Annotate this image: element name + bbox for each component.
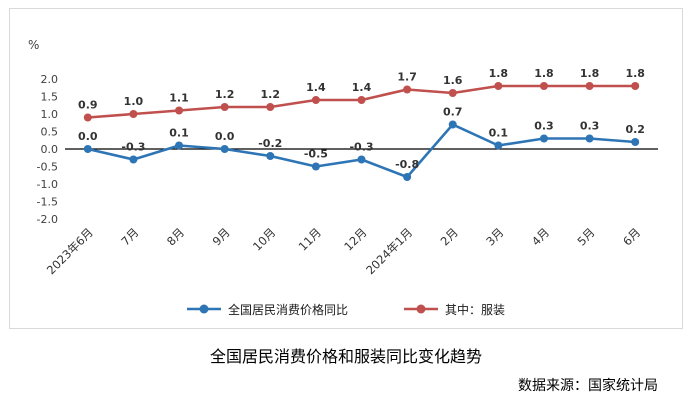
data-source: 数据来源：国家统计局 [518, 378, 658, 394]
y-axis-unit-label: % [28, 38, 39, 52]
data-point-marker [448, 89, 457, 97]
chart-area: 2.0 1.5 1.0 0.5 0.0 -0.5 -1.0 -1.5 -2.0% 2023年6月 7… [9, 8, 683, 329]
data-point-label: -0.8 [395, 158, 419, 171]
x-tick-label: 4月 [529, 225, 552, 248]
data-point-label: 1.6 [443, 74, 463, 87]
y-tick-label: -0.5 [37, 161, 58, 174]
data-point-marker [539, 134, 548, 143]
data-point-marker [266, 152, 275, 160]
data-point-marker [539, 82, 548, 90]
x-tick-label: 6月 [620, 225, 643, 248]
data-point-marker [585, 82, 594, 90]
data-point-label: 1.8 [489, 67, 509, 80]
data-point-marker [631, 82, 640, 90]
data-point-marker [357, 155, 366, 164]
data-point-marker [220, 145, 229, 153]
data-point-label: 0.2 [625, 123, 645, 136]
data-point-marker [220, 103, 229, 111]
data-point-label: 0.1 [169, 127, 189, 140]
y-tick-label: 1.5 [41, 91, 59, 104]
data-point-label: 0.3 [580, 120, 600, 133]
data-point-marker [83, 145, 92, 153]
data-point-marker [175, 141, 184, 150]
data-point-label: -0.3 [349, 141, 373, 154]
data-point-marker [357, 96, 366, 104]
data-point-label: -0.5 [304, 148, 328, 161]
x-tick-label: 2月 [438, 225, 461, 248]
x-tick-label: 2023年6月 [44, 225, 96, 277]
data-point-label: 1.4 [306, 81, 326, 94]
data-point-marker [266, 103, 275, 111]
data-point-label: 1.1 [169, 92, 189, 105]
data-point-label: 0.0 [215, 130, 235, 143]
data-point-marker [494, 82, 503, 90]
data-point-marker [403, 173, 412, 181]
data-point-marker [585, 134, 594, 143]
legend-item: 全国居民消费价格同比 [186, 301, 348, 318]
data-point-label: -0.2 [258, 137, 282, 150]
x-tick-label: 3月 [483, 225, 506, 248]
legend-line-marker-icon [404, 304, 438, 314]
data-point-label: 1.2 [215, 88, 235, 101]
data-point-label: 1.8 [534, 67, 554, 80]
chart-title: 全国居民消费价格和服装同比变化趋势 [209, 347, 482, 366]
data-point-label: 1.4 [352, 81, 372, 94]
data-point-label: 0.9 [78, 99, 98, 112]
data-point-label: 1.8 [625, 67, 645, 80]
data-point-label: 1.0 [124, 95, 144, 108]
data-point-marker [448, 120, 457, 129]
legend-item: 其中：服装 [404, 301, 505, 318]
data-point-label: -0.3 [121, 141, 145, 154]
data-point-marker [129, 110, 138, 118]
data-point-marker [129, 155, 138, 164]
x-tick-label: 9月 [210, 225, 233, 248]
data-point-label: 1.2 [261, 88, 281, 101]
legend-label: 全国居民消费价格同比 [227, 302, 348, 317]
y-tick-label: 0.0 [41, 143, 59, 156]
x-tick-label: 5月 [574, 225, 597, 248]
data-point-label: 0.0 [78, 130, 98, 143]
y-tick-label: -2.0 [37, 213, 58, 226]
y-tick-label: 2.0 [41, 73, 59, 86]
line-chart-canvas: 2.0 1.5 1.0 0.5 0.0 -0.5 -1.0 -1.5 -2.0% 2023年6月 7… [28, 38, 658, 277]
data-point-marker [311, 162, 320, 171]
legend-line-marker-icon [186, 304, 221, 314]
data-point-marker [311, 96, 320, 104]
data-point-marker [175, 106, 184, 115]
x-tick-label: 8月 [164, 225, 187, 248]
y-tick-label: -1.5 [37, 196, 58, 209]
legend-label: 其中：服装 [445, 302, 506, 317]
data-point-label: 1.8 [580, 67, 600, 80]
y-tick-label: 0.5 [41, 126, 59, 139]
x-tick-label: 12月 [341, 225, 369, 253]
x-tick-label: 2024年1月 [363, 225, 415, 277]
data-point-marker [494, 141, 503, 150]
chart-legend: 全国居民消费价格同比 其中：服装 [10, 296, 682, 322]
data-point-marker [83, 113, 92, 122]
data-point-label: 0.7 [443, 106, 463, 119]
data-point-marker [631, 138, 640, 146]
data-point-label: 0.3 [534, 120, 554, 133]
y-tick-label: 1.0 [41, 108, 59, 121]
y-tick-label: -1.0 [37, 178, 58, 191]
data-point-marker [403, 85, 412, 94]
x-tick-label: 10月 [250, 225, 278, 253]
data-point-label: 0.1 [489, 127, 509, 140]
x-tick-label: 11月 [296, 225, 324, 253]
x-tick-label: 7月 [118, 225, 141, 248]
data-point-label: 1.7 [397, 71, 417, 84]
